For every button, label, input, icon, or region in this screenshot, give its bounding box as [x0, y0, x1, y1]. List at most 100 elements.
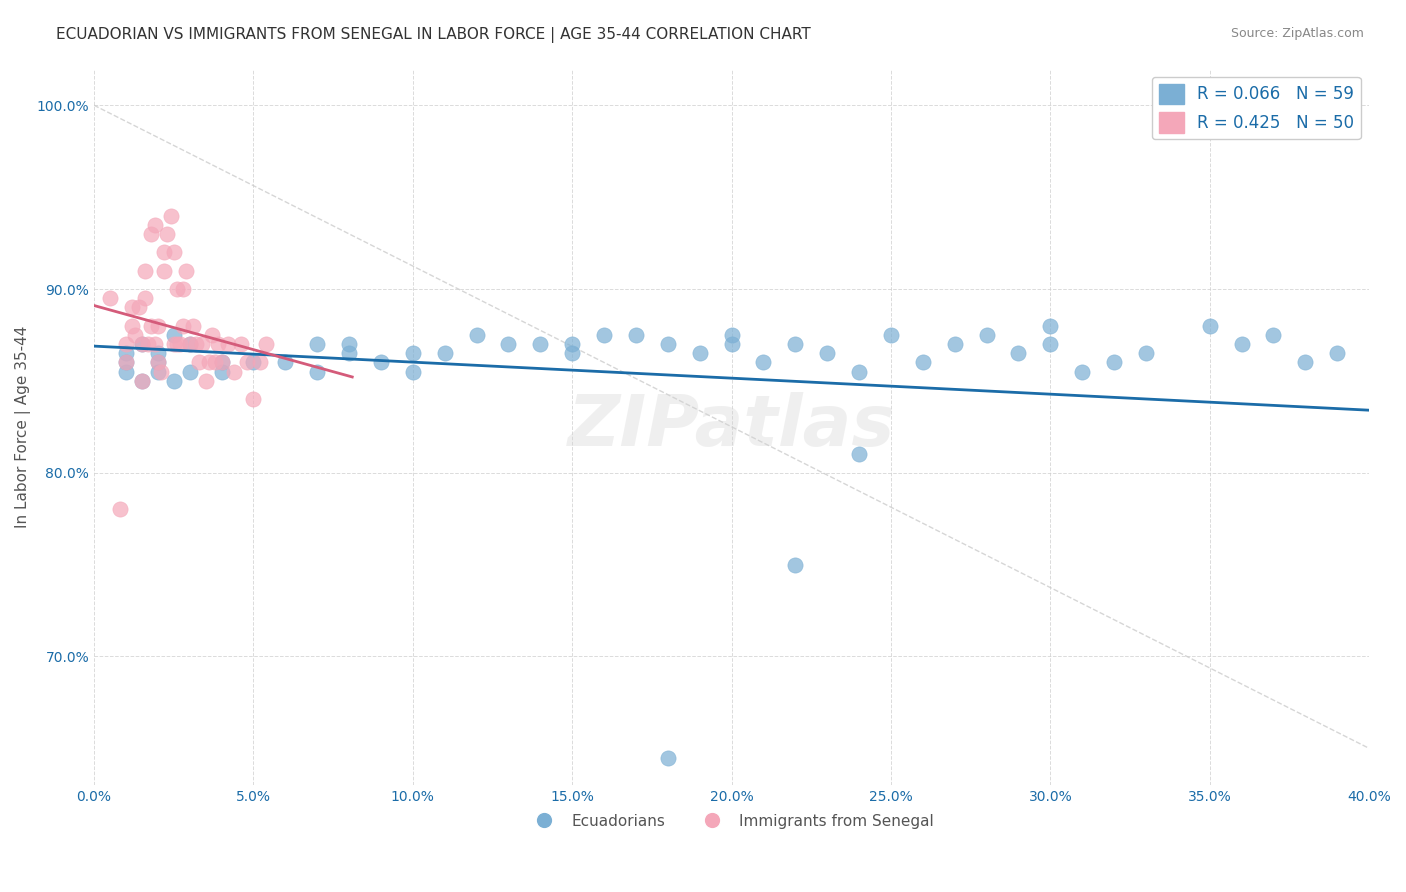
Point — [166, 282, 188, 296]
Point — [191, 337, 214, 351]
Point — [131, 374, 153, 388]
Point — [163, 245, 186, 260]
Point — [131, 337, 153, 351]
Point — [529, 337, 551, 351]
Point — [911, 355, 934, 369]
Point — [169, 337, 191, 351]
Point — [166, 337, 188, 351]
Text: ECUADORIAN VS IMMIGRANTS FROM SENEGAL IN LABOR FORCE | AGE 35-44 CORRELATION CHA: ECUADORIAN VS IMMIGRANTS FROM SENEGAL IN… — [56, 27, 811, 43]
Point — [188, 355, 211, 369]
Point — [153, 245, 176, 260]
Point — [204, 355, 226, 369]
Point — [201, 327, 224, 342]
Point — [163, 374, 186, 388]
Point — [184, 337, 207, 351]
Point — [141, 227, 163, 241]
Point — [98, 291, 121, 305]
Point — [465, 327, 488, 342]
Point — [115, 355, 138, 369]
Point — [124, 327, 146, 342]
Point — [176, 263, 198, 277]
Point — [689, 346, 711, 360]
Point — [131, 374, 153, 388]
Y-axis label: In Labor Force | Age 35-44: In Labor Force | Age 35-44 — [15, 326, 31, 528]
Point — [785, 337, 807, 351]
Point — [179, 337, 201, 351]
Point — [134, 291, 156, 305]
Point — [121, 318, 143, 333]
Point — [172, 282, 194, 296]
Point — [141, 318, 163, 333]
Point — [108, 502, 131, 516]
Point — [720, 327, 742, 342]
Point — [402, 346, 425, 360]
Point — [115, 337, 138, 351]
Point — [128, 301, 150, 315]
Point — [211, 355, 233, 369]
Point — [274, 355, 297, 369]
Point — [217, 337, 239, 351]
Point — [1039, 318, 1062, 333]
Point — [146, 355, 169, 369]
Point — [143, 337, 166, 351]
Point — [146, 346, 169, 360]
Point — [976, 327, 998, 342]
Point — [146, 355, 169, 369]
Point — [156, 227, 179, 241]
Point — [880, 327, 903, 342]
Point — [179, 337, 201, 351]
Point — [254, 337, 277, 351]
Point — [370, 355, 392, 369]
Point — [402, 365, 425, 379]
Point — [121, 301, 143, 315]
Point — [146, 318, 169, 333]
Point — [242, 392, 264, 407]
Point — [1198, 318, 1220, 333]
Point — [229, 337, 252, 351]
Point — [143, 218, 166, 232]
Point — [163, 327, 186, 342]
Legend: Ecuadorians, Immigrants from Senegal: Ecuadorians, Immigrants from Senegal — [523, 807, 941, 835]
Text: Source: ZipAtlas.com: Source: ZipAtlas.com — [1230, 27, 1364, 40]
Point — [242, 355, 264, 369]
Point — [752, 355, 775, 369]
Point — [498, 337, 520, 351]
Point — [561, 346, 583, 360]
Point — [211, 365, 233, 379]
Point — [194, 374, 217, 388]
Point — [236, 355, 259, 369]
Point — [815, 346, 838, 360]
Point — [115, 365, 138, 379]
Point — [1294, 355, 1316, 369]
Point — [593, 327, 616, 342]
Point — [307, 365, 329, 379]
Point — [337, 337, 360, 351]
Point — [249, 355, 271, 369]
Point — [1007, 346, 1029, 360]
Point — [1102, 355, 1125, 369]
Point — [624, 327, 647, 342]
Point — [172, 318, 194, 333]
Point — [1135, 346, 1157, 360]
Point — [1039, 337, 1062, 351]
Point — [337, 346, 360, 360]
Point — [115, 346, 138, 360]
Point — [131, 337, 153, 351]
Point — [720, 337, 742, 351]
Point — [307, 337, 329, 351]
Point — [149, 365, 172, 379]
Point — [785, 558, 807, 572]
Point — [198, 355, 221, 369]
Point — [211, 355, 233, 369]
Point — [657, 337, 679, 351]
Text: ZIPatlas: ZIPatlas — [568, 392, 896, 461]
Point — [1230, 337, 1253, 351]
Point — [163, 337, 186, 351]
Point — [136, 337, 159, 351]
Point — [1071, 365, 1094, 379]
Point — [115, 355, 138, 369]
Point — [153, 263, 176, 277]
Point — [943, 337, 966, 351]
Point — [561, 337, 583, 351]
Point — [207, 337, 229, 351]
